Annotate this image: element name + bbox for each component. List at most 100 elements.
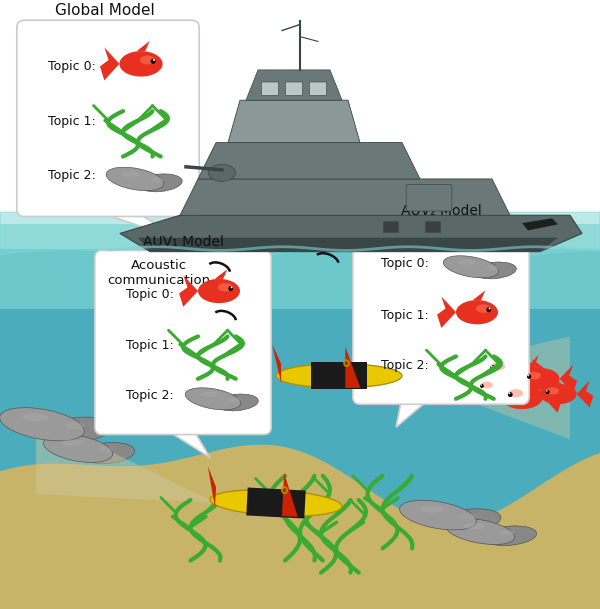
Polygon shape bbox=[162, 428, 210, 457]
Ellipse shape bbox=[458, 259, 475, 265]
FancyBboxPatch shape bbox=[383, 220, 398, 231]
FancyBboxPatch shape bbox=[286, 82, 302, 96]
Text: Topic 1:: Topic 1: bbox=[48, 115, 96, 128]
Polygon shape bbox=[437, 297, 456, 328]
Polygon shape bbox=[138, 238, 558, 252]
Polygon shape bbox=[246, 487, 306, 518]
Ellipse shape bbox=[491, 362, 505, 370]
Ellipse shape bbox=[476, 304, 491, 313]
Ellipse shape bbox=[445, 518, 515, 544]
Ellipse shape bbox=[209, 164, 235, 181]
Ellipse shape bbox=[539, 384, 577, 404]
Ellipse shape bbox=[97, 447, 113, 452]
Polygon shape bbox=[100, 48, 119, 80]
Polygon shape bbox=[179, 275, 198, 307]
Ellipse shape bbox=[521, 368, 560, 390]
Ellipse shape bbox=[483, 526, 536, 546]
Ellipse shape bbox=[499, 530, 515, 535]
Circle shape bbox=[151, 58, 155, 64]
Text: Topic 2:: Topic 2: bbox=[48, 169, 96, 183]
Polygon shape bbox=[282, 473, 298, 517]
Ellipse shape bbox=[441, 509, 501, 531]
Polygon shape bbox=[228, 100, 360, 143]
FancyBboxPatch shape bbox=[95, 250, 271, 435]
Polygon shape bbox=[524, 355, 543, 385]
Circle shape bbox=[527, 375, 531, 379]
Text: Topic 2:: Topic 2: bbox=[126, 389, 174, 403]
Text: Acoustic
communication: Acoustic communication bbox=[107, 259, 211, 287]
Circle shape bbox=[488, 308, 491, 309]
Text: Topic 0:: Topic 0: bbox=[381, 257, 429, 270]
Text: AUV₁ Model: AUV₁ Model bbox=[143, 234, 223, 248]
Ellipse shape bbox=[474, 378, 510, 398]
Ellipse shape bbox=[46, 417, 111, 442]
Ellipse shape bbox=[43, 435, 113, 462]
Ellipse shape bbox=[185, 388, 241, 410]
FancyBboxPatch shape bbox=[425, 220, 440, 231]
Circle shape bbox=[230, 286, 233, 288]
Polygon shape bbox=[543, 381, 562, 413]
Polygon shape bbox=[208, 466, 216, 507]
Polygon shape bbox=[485, 370, 496, 378]
Circle shape bbox=[508, 392, 511, 395]
Ellipse shape bbox=[198, 279, 240, 303]
Circle shape bbox=[153, 59, 155, 61]
Circle shape bbox=[546, 390, 548, 392]
Polygon shape bbox=[180, 179, 510, 215]
Polygon shape bbox=[346, 347, 361, 388]
Circle shape bbox=[487, 308, 491, 312]
Circle shape bbox=[490, 365, 495, 370]
Ellipse shape bbox=[486, 266, 499, 270]
Polygon shape bbox=[36, 415, 216, 503]
Polygon shape bbox=[577, 381, 593, 407]
Ellipse shape bbox=[210, 490, 342, 516]
Ellipse shape bbox=[484, 358, 524, 381]
Ellipse shape bbox=[276, 364, 402, 388]
Polygon shape bbox=[532, 359, 544, 368]
Ellipse shape bbox=[200, 392, 217, 397]
Polygon shape bbox=[402, 336, 570, 440]
FancyBboxPatch shape bbox=[406, 185, 452, 211]
Text: AUV₂ Model: AUV₂ Model bbox=[401, 204, 481, 218]
Ellipse shape bbox=[546, 387, 559, 395]
Polygon shape bbox=[311, 362, 367, 389]
Text: Topic 1:: Topic 1: bbox=[381, 309, 429, 322]
Ellipse shape bbox=[65, 422, 85, 429]
Ellipse shape bbox=[456, 300, 498, 325]
Polygon shape bbox=[215, 269, 227, 279]
Polygon shape bbox=[137, 41, 149, 51]
Polygon shape bbox=[0, 248, 600, 609]
Circle shape bbox=[527, 375, 529, 376]
Ellipse shape bbox=[22, 414, 49, 421]
Ellipse shape bbox=[137, 174, 182, 192]
Ellipse shape bbox=[443, 256, 499, 278]
Text: Topic 0:: Topic 0: bbox=[48, 60, 96, 73]
FancyBboxPatch shape bbox=[310, 82, 326, 96]
Polygon shape bbox=[396, 397, 432, 428]
Polygon shape bbox=[514, 375, 526, 385]
Polygon shape bbox=[473, 290, 485, 300]
Circle shape bbox=[480, 384, 484, 388]
Ellipse shape bbox=[0, 407, 85, 441]
FancyBboxPatch shape bbox=[17, 20, 199, 216]
Polygon shape bbox=[198, 143, 420, 179]
Circle shape bbox=[545, 390, 550, 394]
Ellipse shape bbox=[400, 501, 476, 530]
Polygon shape bbox=[560, 365, 577, 393]
Polygon shape bbox=[510, 375, 526, 401]
Text: Topic 0:: Topic 0: bbox=[126, 287, 174, 300]
FancyBboxPatch shape bbox=[353, 220, 529, 404]
Text: Topic 1:: Topic 1: bbox=[126, 339, 174, 352]
Ellipse shape bbox=[473, 262, 516, 279]
Polygon shape bbox=[522, 218, 558, 230]
Text: Global Model: Global Model bbox=[55, 4, 155, 18]
Polygon shape bbox=[496, 349, 508, 358]
Ellipse shape bbox=[480, 382, 493, 389]
Circle shape bbox=[508, 392, 512, 397]
Ellipse shape bbox=[464, 523, 485, 529]
Ellipse shape bbox=[508, 389, 523, 398]
Ellipse shape bbox=[121, 171, 139, 177]
Ellipse shape bbox=[215, 394, 258, 411]
Circle shape bbox=[491, 365, 493, 367]
Ellipse shape bbox=[140, 55, 155, 65]
